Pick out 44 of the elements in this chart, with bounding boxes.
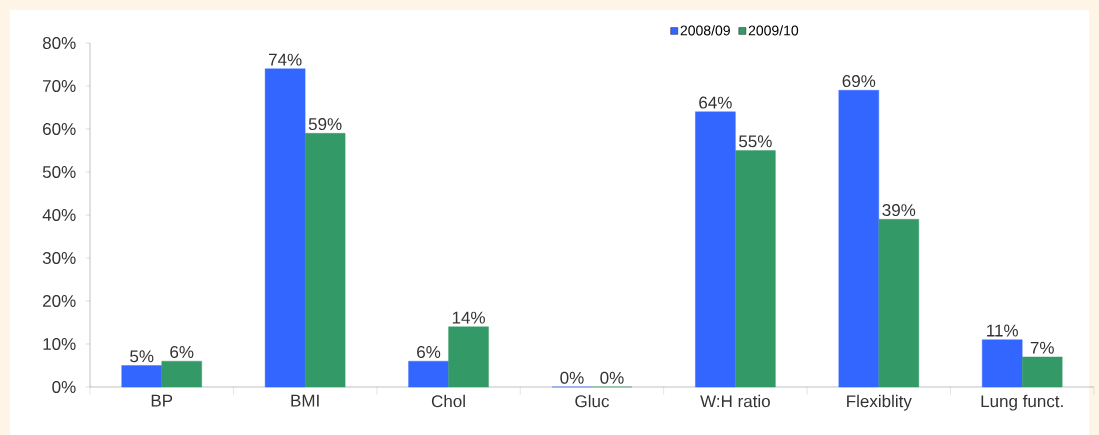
data-label: 69% [842,75,876,88]
y-tick-label: 20% [43,294,76,308]
bar [982,339,1023,388]
data-label: 0% [600,371,624,384]
y-tick-label: 0% [52,380,76,394]
data-label: 11% [987,324,1018,337]
data-label: 39% [882,204,916,217]
data-label: 59% [308,118,342,131]
y-tick-label: 70% [43,79,76,93]
data-label: 14% [452,311,485,324]
legend-label: 2008/09 [680,25,730,36]
bar [304,133,346,388]
data-label: 55% [739,135,772,148]
y-tick-label: 40% [42,208,76,222]
data-label: 6% [417,345,441,358]
x-tick-label: BMI [291,394,319,407]
y-tick-label: 60% [43,122,76,136]
data-label: 74% [269,53,302,66]
x-tick-label: Chol [431,394,465,408]
legend-label: 2009/10 [748,25,799,36]
data-label: 7% [1030,341,1054,354]
x-tick-label: Gluc [575,394,609,408]
bar [161,360,202,388]
bar [695,111,736,388]
bar [408,360,449,388]
y-tick-label: 50% [42,165,76,179]
x-tick-label: Lung funct. [981,394,1063,411]
bar [838,90,879,388]
x-tick-label: Flexiblity [847,394,912,411]
y-tick-label: 80% [42,36,76,50]
data-label: 64% [699,96,732,109]
y-tick-label: 30% [42,251,76,265]
bar [878,219,919,388]
bar [735,150,776,388]
bar [264,68,306,388]
x-tick-label: BP [151,394,173,407]
bar [1022,356,1063,388]
bar [448,326,489,388]
x-tick-label: W:H ratio [700,394,770,408]
data-label: 5% [130,350,154,363]
y-tick-label: 10% [43,337,76,351]
bar [121,365,162,388]
data-label: 6% [170,345,194,358]
data-label: 0% [560,371,584,384]
